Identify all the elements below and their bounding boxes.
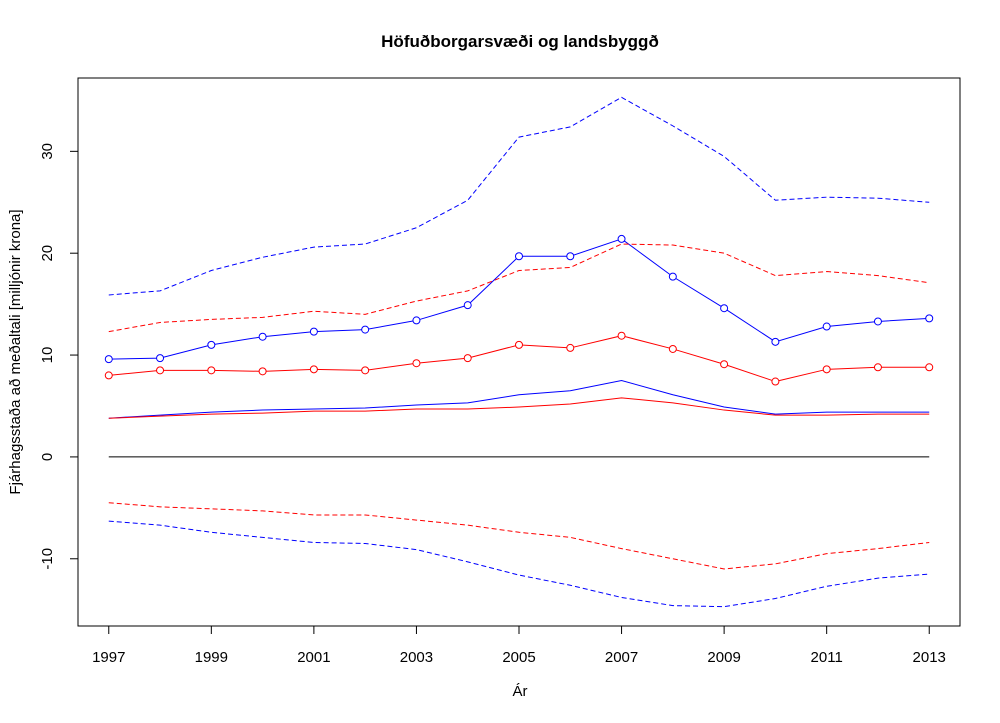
data-point	[873, 363, 882, 372]
data-point	[515, 340, 523, 349]
data-point	[566, 343, 575, 352]
series-4	[108, 243, 930, 333]
data-point	[822, 365, 831, 374]
y-tick-label: 0	[39, 453, 56, 461]
series-0	[108, 96, 930, 296]
x-tick-label: 2013	[913, 649, 946, 666]
x-tick-label: 1999	[195, 649, 228, 666]
data-point	[668, 344, 677, 353]
x-tick-label: 1997	[92, 649, 125, 666]
series-3	[108, 520, 930, 608]
data-point	[412, 359, 421, 368]
data-point	[207, 340, 216, 349]
data-point	[361, 366, 370, 375]
y-tick-label: 10	[39, 347, 56, 364]
data-point	[258, 367, 267, 376]
data-point	[925, 363, 934, 372]
data-point	[309, 365, 318, 374]
series-line	[108, 96, 930, 296]
plot-frame	[77, 77, 961, 627]
data-point	[617, 331, 626, 340]
series-7	[108, 502, 930, 570]
series-line	[108, 520, 930, 608]
data-point	[104, 355, 113, 364]
series-2	[108, 380, 930, 419]
series-line	[108, 243, 930, 333]
x-axis-label: Ár	[513, 683, 528, 700]
data-point	[156, 366, 165, 375]
data-point	[720, 304, 729, 313]
y-axis: -10 0 10 20 30	[39, 143, 79, 570]
data-point	[822, 322, 831, 331]
data-point	[515, 252, 523, 261]
series-1	[104, 234, 934, 364]
data-point	[720, 360, 729, 369]
x-tick-label: 2009	[707, 649, 740, 666]
series-5	[104, 331, 934, 386]
series-line	[108, 380, 930, 419]
y-tick-label: 30	[39, 143, 56, 160]
series-line	[108, 502, 930, 570]
data-point	[361, 325, 370, 334]
data-point	[207, 366, 216, 375]
data-point	[873, 317, 882, 326]
series-line	[108, 397, 930, 419]
data-point	[156, 354, 165, 363]
x-axis: 1997 1999 2001 2003 2005 2007 2009 2011 2013	[92, 625, 946, 666]
y-axis-label: Fjárhagsstaða að meðaltali [milljónir kr…	[7, 209, 24, 494]
y-tick-label: 20	[39, 245, 56, 262]
data-point	[617, 234, 626, 243]
y-tick-label: -10	[39, 548, 56, 570]
data-point	[412, 316, 421, 325]
data-point	[566, 252, 575, 261]
data-point	[463, 354, 472, 363]
x-tick-label: 2003	[400, 649, 433, 666]
data-point	[258, 332, 267, 341]
x-tick-label: 2001	[297, 649, 330, 666]
data-point	[925, 314, 934, 323]
data-point	[771, 337, 780, 346]
series-layer	[104, 96, 934, 608]
series-6	[108, 397, 930, 419]
x-tick-label: 2007	[605, 649, 638, 666]
data-point	[104, 371, 113, 380]
data-point	[309, 327, 318, 336]
x-tick-label: 2005	[502, 649, 535, 666]
data-point	[463, 301, 472, 310]
x-tick-label: 2011	[811, 649, 843, 666]
chart-title: Höfuðborgarsvæði og landsbyggð	[381, 32, 659, 51]
data-point	[668, 272, 677, 281]
data-point	[771, 377, 780, 386]
